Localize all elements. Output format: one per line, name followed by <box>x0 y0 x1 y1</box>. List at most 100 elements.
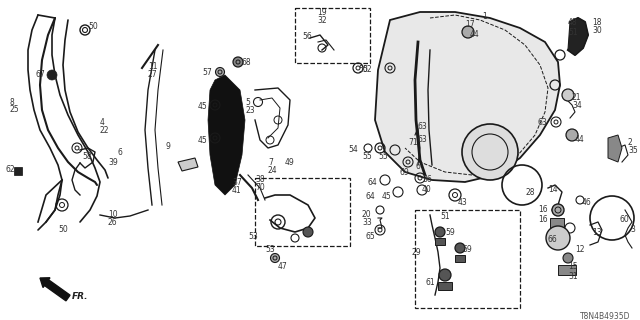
Text: 67: 67 <box>36 70 45 79</box>
Text: 59: 59 <box>445 228 455 237</box>
Text: 33: 33 <box>362 218 372 227</box>
Text: 3: 3 <box>630 225 635 234</box>
Text: 28: 28 <box>525 188 534 197</box>
Text: 39: 39 <box>108 158 118 167</box>
Text: 61: 61 <box>425 278 435 287</box>
Circle shape <box>47 70 57 80</box>
Text: 12: 12 <box>575 245 584 254</box>
Bar <box>255 178 350 246</box>
Text: 60: 60 <box>620 215 630 224</box>
Circle shape <box>303 227 313 237</box>
Text: 45: 45 <box>198 136 208 145</box>
Circle shape <box>455 243 465 253</box>
Circle shape <box>435 227 445 237</box>
FancyArrow shape <box>40 278 70 301</box>
Text: 10: 10 <box>108 210 118 219</box>
Text: 55: 55 <box>378 152 388 161</box>
Text: 48: 48 <box>568 18 578 27</box>
Text: 62: 62 <box>5 165 15 174</box>
Text: 63: 63 <box>418 122 428 131</box>
Text: 17: 17 <box>465 20 475 29</box>
Text: 34: 34 <box>572 101 582 110</box>
Text: 44: 44 <box>575 135 585 144</box>
Polygon shape <box>208 75 245 195</box>
Text: 71: 71 <box>408 138 418 147</box>
Text: 56: 56 <box>302 32 312 41</box>
Text: 63: 63 <box>538 118 548 127</box>
Text: 8: 8 <box>10 98 15 107</box>
Bar <box>435 238 445 245</box>
Text: 57: 57 <box>202 68 212 77</box>
Text: 68: 68 <box>242 58 252 67</box>
Text: 21: 21 <box>572 93 582 102</box>
Text: 40: 40 <box>422 185 432 194</box>
Text: 45: 45 <box>382 192 392 201</box>
Text: 26: 26 <box>108 218 118 227</box>
Text: 47: 47 <box>278 262 288 271</box>
Text: 53: 53 <box>265 245 275 254</box>
Text: 14: 14 <box>548 185 557 194</box>
Text: 52: 52 <box>362 65 372 74</box>
Text: 50: 50 <box>88 22 98 31</box>
Bar <box>455 255 465 262</box>
Bar <box>415 210 520 308</box>
Circle shape <box>216 68 225 76</box>
Text: 55: 55 <box>362 152 372 161</box>
Text: FR.: FR. <box>72 292 88 301</box>
Text: 64: 64 <box>365 192 375 201</box>
Text: 54: 54 <box>348 145 358 154</box>
Text: 32: 32 <box>317 16 327 25</box>
Text: 37: 37 <box>232 178 242 187</box>
Text: 51: 51 <box>440 212 450 221</box>
Bar <box>558 265 576 275</box>
Text: 29: 29 <box>412 248 422 257</box>
Text: 59: 59 <box>462 245 472 254</box>
Text: 18: 18 <box>592 18 602 27</box>
Text: 16: 16 <box>538 205 548 214</box>
Text: 24: 24 <box>268 166 278 175</box>
Text: 51: 51 <box>568 28 578 37</box>
Text: 63: 63 <box>418 135 428 144</box>
Bar <box>550 218 564 228</box>
Text: 44: 44 <box>470 30 480 39</box>
Bar <box>438 282 452 290</box>
Text: 66: 66 <box>548 235 557 244</box>
Text: 43: 43 <box>458 198 468 207</box>
Circle shape <box>566 129 578 141</box>
Circle shape <box>552 204 564 216</box>
Circle shape <box>562 89 574 101</box>
Text: 11: 11 <box>148 62 157 71</box>
Text: 45: 45 <box>198 102 208 111</box>
Text: 23: 23 <box>245 106 255 115</box>
Text: 50: 50 <box>358 65 368 74</box>
Circle shape <box>563 253 573 263</box>
Text: 25: 25 <box>10 105 20 114</box>
Text: 58: 58 <box>82 152 92 161</box>
Text: 50: 50 <box>58 225 68 234</box>
Text: 27: 27 <box>148 70 157 79</box>
Circle shape <box>546 226 570 250</box>
Text: 22: 22 <box>100 126 109 135</box>
Text: 70: 70 <box>255 183 265 192</box>
Text: 7: 7 <box>268 158 273 167</box>
Polygon shape <box>608 135 622 162</box>
Text: 19: 19 <box>317 8 327 17</box>
Text: 9: 9 <box>165 142 170 151</box>
Text: 20: 20 <box>362 210 372 219</box>
Text: 15: 15 <box>568 262 578 271</box>
Text: 46: 46 <box>582 198 592 207</box>
Circle shape <box>271 253 280 262</box>
Text: 49: 49 <box>285 158 295 167</box>
Circle shape <box>439 269 451 281</box>
Text: 38: 38 <box>255 175 264 184</box>
Text: 41: 41 <box>232 186 242 195</box>
Polygon shape <box>178 158 198 171</box>
Text: 4: 4 <box>100 118 105 127</box>
Text: 31: 31 <box>568 272 578 281</box>
Text: 30: 30 <box>592 26 602 35</box>
Text: 69: 69 <box>400 168 410 177</box>
Text: 36: 36 <box>422 175 432 184</box>
Text: 64: 64 <box>368 178 378 187</box>
Polygon shape <box>568 18 588 55</box>
Circle shape <box>462 124 518 180</box>
